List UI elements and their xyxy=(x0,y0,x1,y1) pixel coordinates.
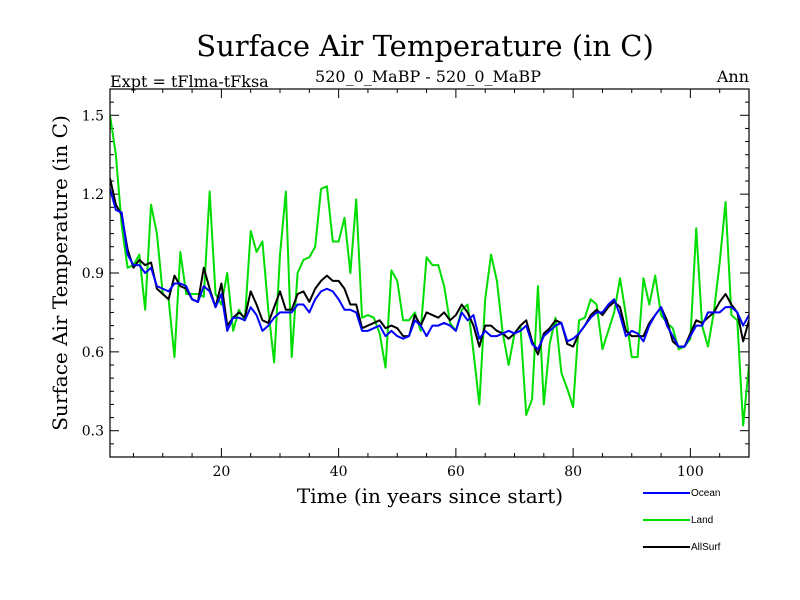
x-tick-label: 20 xyxy=(212,464,230,480)
chart-title: Surface Air Temperature (in C) xyxy=(196,29,654,63)
x-tick-label: 100 xyxy=(677,464,704,480)
legend-label-allsurf: AllSurf xyxy=(691,542,721,553)
chart-subtitle-left: Expt = tFlma-tFksa xyxy=(110,72,269,91)
chart-subtitle-center: 520_0_MaBP - 520_0_MaBP xyxy=(315,67,541,86)
y-tick-label: 1.2 xyxy=(82,187,104,203)
legend-label-ocean: Ocean xyxy=(691,488,720,499)
series-line-land xyxy=(110,114,749,427)
series-line-ocean xyxy=(110,187,749,351)
y-tick-label: 0.6 xyxy=(82,345,104,361)
x-tick-label: 40 xyxy=(330,464,348,480)
axis-tick-labels: 0.3 0.6 0.9 1.2 1.5 20 40 60 80 100 xyxy=(82,108,704,480)
series-lines xyxy=(110,114,749,427)
x-tick-label: 60 xyxy=(447,464,465,480)
axis-ticks xyxy=(110,89,750,457)
legend-label-land: Land xyxy=(691,515,713,526)
x-tick-label: 80 xyxy=(564,464,582,480)
y-tick-label: 0.3 xyxy=(82,424,104,440)
y-tick-label: 1.5 xyxy=(82,108,104,124)
legend: Ocean Land AllSurf xyxy=(643,488,721,553)
x-axis-label: Time (in years since start) xyxy=(297,484,563,508)
chart-subtitle-right: Ann xyxy=(716,67,749,86)
y-tick-label: 0.9 xyxy=(82,266,104,282)
y-axis-label: Surface Air Temperature (in C) xyxy=(48,115,72,431)
plot-frame xyxy=(109,88,750,458)
